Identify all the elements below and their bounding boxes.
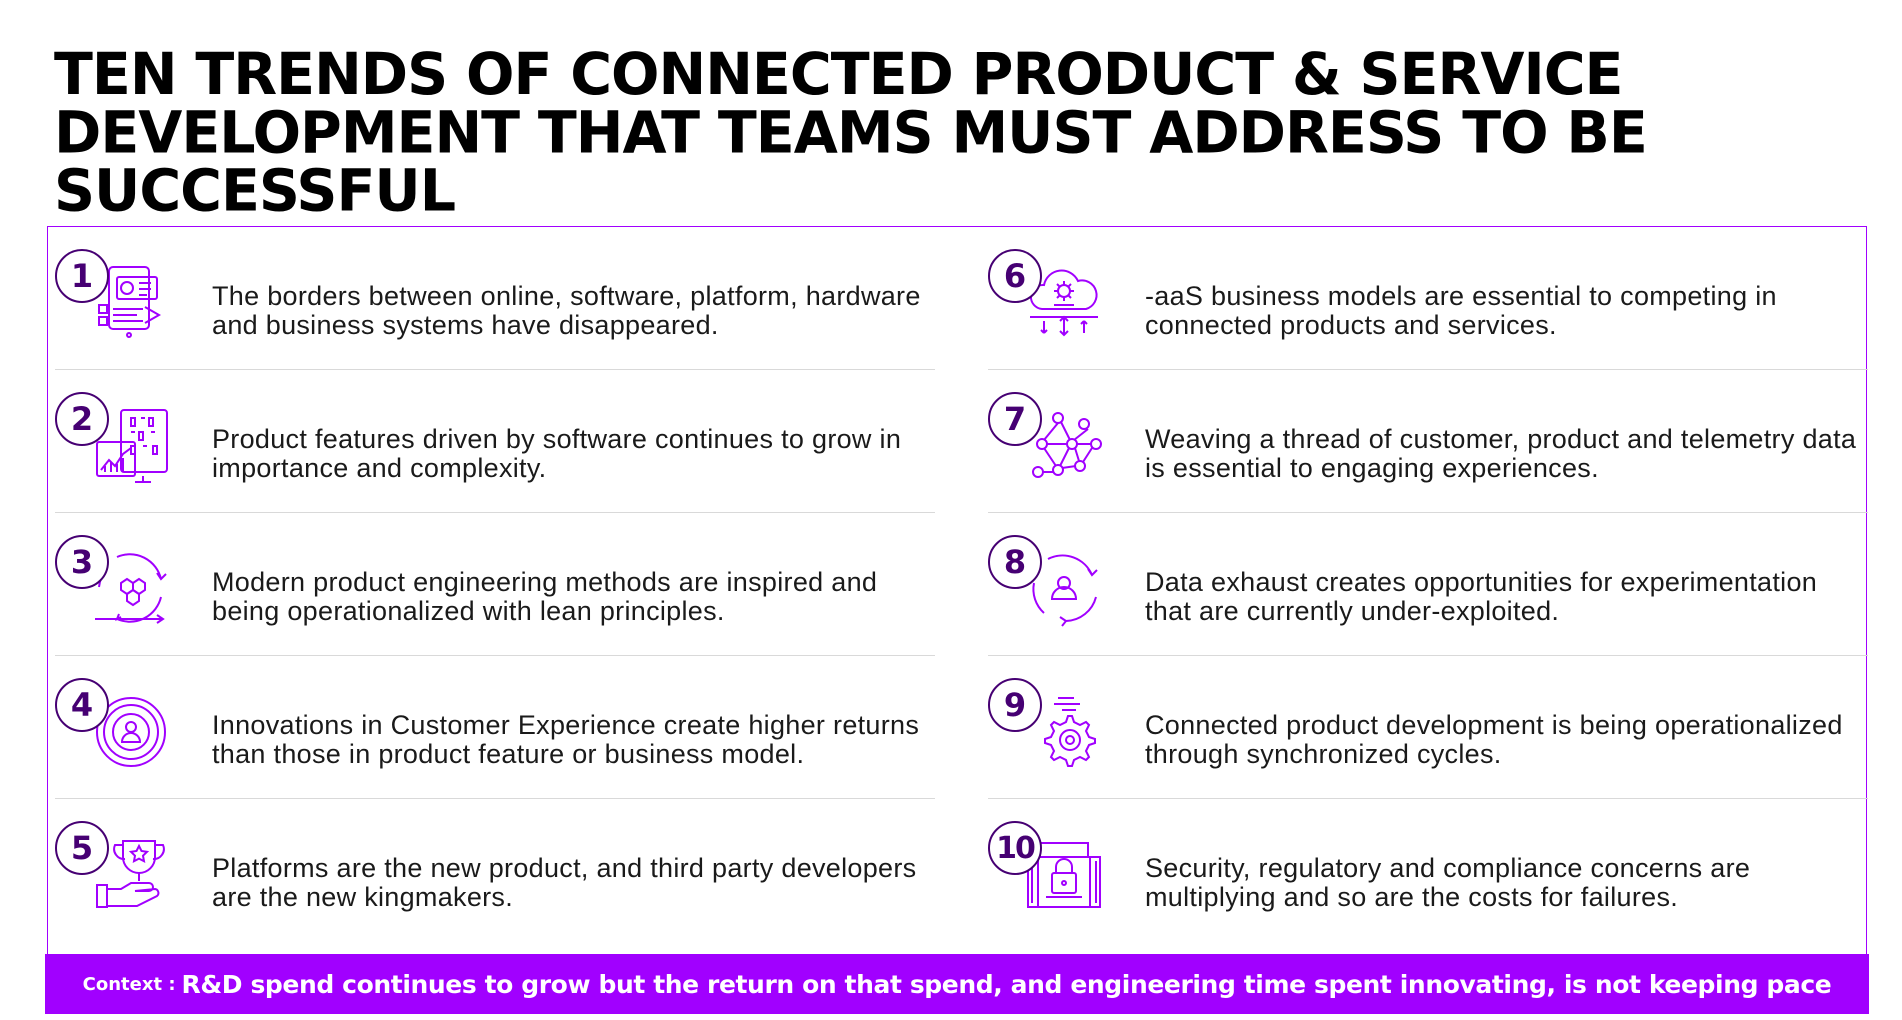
trend-item-3: 3 Modern product engineering methods are… [55, 513, 935, 656]
trend-text: Data exhaust creates opportunities for e… [1145, 567, 1818, 626]
trend-item-8: 8 Data exhaust creates opportunities for… [988, 513, 1868, 656]
trend-number-badge: 4 [55, 678, 109, 732]
trend-text: Connected product development is being o… [1145, 710, 1843, 769]
trend-number-badge: 10 [988, 821, 1042, 875]
trophy-hand-icon [91, 833, 171, 913]
trend-text: Platforms are the new product, and third… [212, 853, 917, 912]
network-nodes-icon [1024, 404, 1104, 484]
trend-text: The borders between online, software, pl… [212, 281, 921, 340]
title-line-2: DEVELOPMENT THAT TEAMS MUST ADDRESS TO B… [54, 99, 1648, 167]
user-cycle-icon [1024, 547, 1104, 627]
speed-gear-icon [1024, 690, 1104, 770]
trend-text: Modern product engineering methods are i… [212, 567, 878, 626]
title-line-1: TEN TRENDS OF CONNECTED PRODUCT & SERVIC… [54, 41, 1623, 109]
cloud-gear-icon [1024, 261, 1104, 341]
trend-text: Innovations in Customer Experience creat… [212, 710, 920, 769]
trends-column-left: 1 The borders between online, software, … [55, 227, 935, 941]
systems-dashboard-icon [91, 261, 171, 341]
customer-target-icon [91, 690, 171, 770]
trend-item-10: 10 Security, regulatory and compliance c… [988, 799, 1868, 941]
trends-column-right: 6 -aaS business models are essential to … [988, 227, 1868, 941]
trend-item-6: 6 -aaS business models are essential to … [988, 227, 1868, 370]
trend-number-badge: 1 [55, 249, 109, 303]
trend-item-4: 4 Innovations in Customer Experience cre… [55, 656, 935, 799]
trend-text: -aaS business models are essential to co… [1145, 281, 1777, 340]
trend-item-5: 5 Platforms are the new product, and thi… [55, 799, 935, 941]
software-analytics-icon [91, 404, 171, 484]
title-line-3: SUCCESSFUL [54, 157, 456, 225]
trend-item-2: 2 Product features driven by software co… [55, 370, 935, 513]
trend-text: Weaving a thread of customer, product an… [1145, 424, 1857, 483]
trend-number-badge: 2 [55, 392, 109, 446]
trend-number-badge: 7 [988, 392, 1042, 446]
trend-number-badge: 3 [55, 535, 109, 589]
trend-number-badge: 6 [988, 249, 1042, 303]
trend-item-9: 9 Connected product development is being… [988, 656, 1868, 799]
trend-number-badge: 9 [988, 678, 1042, 732]
context-label: Context : [82, 973, 176, 995]
security-lock-icon [1024, 833, 1104, 913]
trend-number-badge: 8 [988, 535, 1042, 589]
trend-number-badge: 5 [55, 821, 109, 875]
context-message: R&D spend continues to grow but the retu… [181, 969, 1832, 999]
trend-text: Security, regulatory and compliance conc… [1145, 853, 1751, 912]
page-title: TEN TRENDS OF CONNECTED PRODUCT & SERVIC… [54, 46, 1854, 220]
trends-panel: 1 The borders between online, software, … [47, 226, 1868, 954]
context-banner: Context : R&D spend continues to grow bu… [45, 954, 1869, 1014]
trend-item-7: 7 Weaving a thread of customer, product … [988, 370, 1868, 513]
trend-text: Product features driven by software cont… [212, 424, 902, 483]
trend-item-1: 1 The borders between online, software, … [55, 227, 935, 370]
